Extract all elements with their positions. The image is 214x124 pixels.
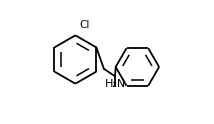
Text: Cl: Cl — [80, 20, 90, 30]
Text: H₂N: H₂N — [104, 79, 126, 89]
